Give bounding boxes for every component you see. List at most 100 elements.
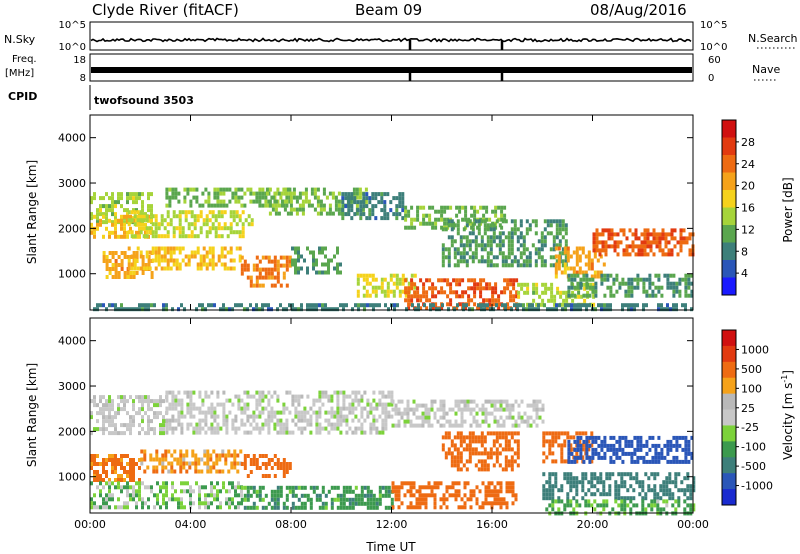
- range-cell: [468, 219, 472, 224]
- range-cell: [232, 218, 236, 223]
- range-cell: [208, 226, 212, 231]
- range-cell: [532, 419, 536, 424]
- range-cell: [563, 443, 567, 448]
- range-cell: [624, 439, 628, 444]
- range-cell: [222, 191, 226, 196]
- range-cell: [240, 462, 244, 466]
- range-cell: [282, 458, 286, 462]
- range-cell: [90, 497, 93, 502]
- range-cell: [307, 203, 311, 208]
- range-cell: [153, 415, 156, 420]
- range-cell: [133, 222, 137, 227]
- nave-label: Nave: [752, 63, 780, 76]
- range-cell: [549, 307, 552, 312]
- range-cell: [483, 467, 487, 472]
- range-cell: [114, 303, 117, 308]
- range-cell: [478, 407, 482, 412]
- range-cell: [249, 303, 252, 308]
- range-cell: [187, 210, 191, 215]
- range-cell: [99, 303, 102, 308]
- range-cell: [548, 480, 552, 485]
- range-cell: [657, 443, 661, 448]
- range-cell: [194, 469, 198, 474]
- range-cell: [535, 407, 539, 412]
- range-cell: [135, 208, 138, 213]
- range-cell: [455, 294, 459, 299]
- range-cell: [129, 470, 132, 474]
- range-cell: [609, 293, 613, 298]
- range-cell: [500, 217, 504, 222]
- range-cell: [440, 306, 444, 311]
- range-cell: [495, 455, 499, 460]
- range-cell: [424, 403, 428, 408]
- range-cell: [105, 407, 108, 412]
- range-cell: [441, 227, 445, 232]
- range-cell: [648, 285, 652, 290]
- range-cell: [440, 217, 444, 222]
- range-cell: [394, 485, 398, 490]
- range-cell: [491, 302, 495, 307]
- range-cell: [498, 443, 502, 448]
- range-cell: [316, 199, 320, 204]
- range-cell: [501, 259, 505, 264]
- range-cell: [196, 266, 200, 271]
- range-cell: [374, 204, 378, 209]
- range-cell: [557, 246, 561, 251]
- range-cell: [567, 451, 571, 456]
- range-cell: [105, 399, 108, 404]
- range-cell: [672, 459, 676, 464]
- range-cell: [465, 235, 469, 240]
- range-cell: [142, 218, 146, 223]
- range-cell: [685, 240, 689, 245]
- range-cell: [511, 489, 515, 494]
- range-cell: [516, 431, 520, 436]
- range-cell: [554, 270, 558, 275]
- range-cell: [371, 204, 375, 209]
- range-cell: [585, 443, 589, 448]
- range-cell: [563, 246, 567, 251]
- range-cell: [537, 307, 540, 312]
- range-cell: [595, 240, 599, 245]
- range-cell: [672, 285, 676, 290]
- range-cell: [648, 281, 652, 286]
- range-cell: [483, 303, 486, 308]
- range-cell: [516, 447, 520, 452]
- range-cell: [123, 407, 126, 412]
- range-cell: [443, 290, 447, 295]
- range-cell: [631, 248, 635, 253]
- range-cell: [93, 230, 96, 235]
- range-cell: [594, 289, 598, 294]
- range-cell: [143, 457, 147, 462]
- range-cell: [663, 443, 667, 448]
- range-cell: [551, 439, 555, 444]
- range-cell: [212, 449, 216, 454]
- range-cell: [139, 250, 143, 255]
- range-cell: [309, 505, 313, 510]
- range-cell: [339, 262, 342, 267]
- range-cell: [554, 254, 558, 259]
- range-cell: [612, 435, 616, 440]
- range-cell: [590, 431, 594, 436]
- range-cell: [201, 191, 205, 196]
- range-cell: [334, 203, 338, 208]
- range-cell: [228, 505, 231, 510]
- range-cell: [369, 493, 373, 498]
- range-cell: [522, 303, 525, 308]
- range-cell: [264, 199, 268, 204]
- range-cell: [591, 455, 595, 460]
- range-cell: [428, 221, 432, 226]
- range-cell: [555, 259, 559, 264]
- range-cell: [437, 278, 441, 283]
- x-tick-label: 04:00: [175, 518, 207, 531]
- range-cell: [255, 275, 259, 280]
- range-cell: [655, 236, 659, 241]
- range-cell: [387, 410, 391, 415]
- range-cell: [468, 239, 472, 244]
- range-cell: [153, 493, 156, 498]
- range-cell: [486, 243, 490, 248]
- range-cell: [439, 481, 443, 486]
- range-cell: [337, 211, 341, 216]
- range-cell: [479, 286, 483, 291]
- range-cell: [485, 306, 489, 311]
- range-cell: [517, 423, 521, 428]
